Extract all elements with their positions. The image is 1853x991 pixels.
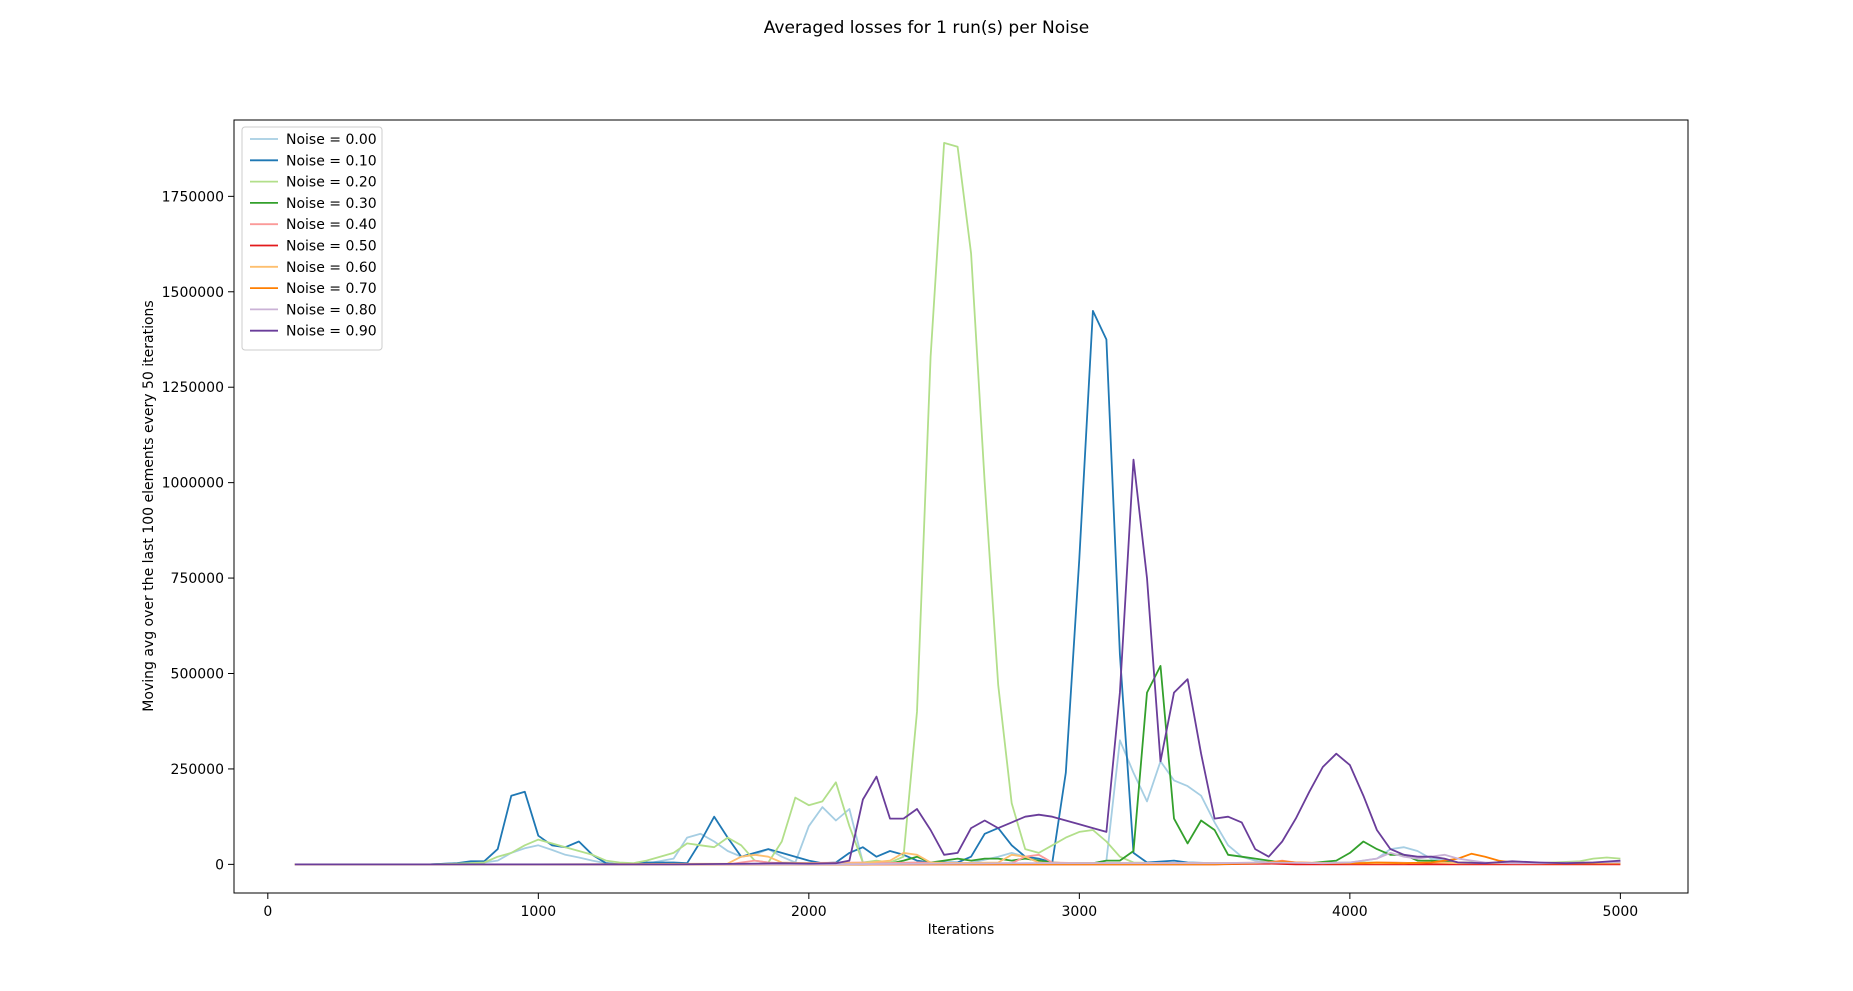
y-axis-label: Moving avg over the last 100 elements ev… [141,300,157,711]
legend-label: Noise = 0.30 [286,196,377,212]
plot-frame [233,119,1689,894]
y-tick-label: 1250000 [162,380,224,396]
y-tick-label: 750000 [171,571,224,587]
x-tick-label: 2000 [791,904,827,920]
plot-area [233,119,1689,894]
legend-label: Noise = 0.90 [286,324,377,340]
legend-label: Noise = 0.40 [286,217,377,233]
chart-title: Averaged losses for 1 run(s) per Noise [764,18,1089,38]
series-lines [294,141,1621,866]
legend-label: Noise = 0.50 [286,239,377,255]
y-tick-label: 1500000 [162,285,224,301]
x-tick-label: 4000 [1332,904,1368,920]
x-axis: 0 1000 2000 3000 4000 5000 [263,893,1638,920]
x-tick-label: 1000 [521,904,557,920]
y-tick-label: 0 [215,857,224,873]
legend: Noise = 0.00 Noise = 0.10 Noise = 0.20 Nois… [241,126,383,351]
y-tick-label: 250000 [171,762,224,778]
legend-label: Noise = 0.20 [286,175,377,191]
series-line [294,665,1621,866]
legend-label: Noise = 0.60 [286,260,377,276]
legend-label: Noise = 0.70 [286,281,377,297]
x-tick-label: 3000 [1062,904,1098,920]
y-axis: 0 250000 500000 750000 1000000 1250000 1500000… [162,189,234,873]
legend-box [241,126,383,351]
x-axis-label: Iterations [928,922,995,938]
x-tick-label: 5000 [1603,904,1639,920]
legend-label: Noise = 0.00 [286,132,377,148]
series-line [294,852,1621,866]
series-line [294,458,1621,866]
legend-label: Noise = 0.10 [286,153,377,169]
series-line [294,309,1621,866]
y-tick-label: 500000 [171,667,224,683]
x-tick-label: 0 [263,904,272,920]
y-tick-label: 1750000 [162,189,224,205]
y-tick-label: 1000000 [162,476,224,492]
legend-label: Noise = 0.80 [286,302,377,318]
